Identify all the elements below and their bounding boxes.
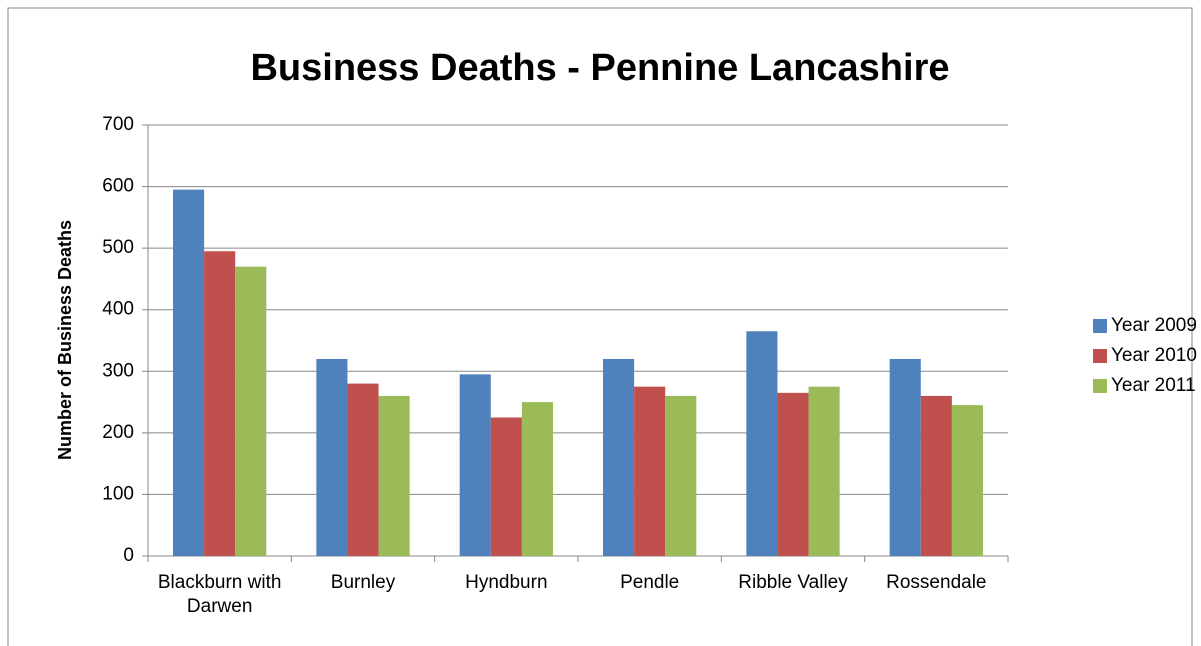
- bar: [459, 374, 491, 556]
- legend-label: Year 2011: [1111, 375, 1196, 396]
- legend-swatch: [1093, 349, 1107, 363]
- y-axis-label: Number of Business Deaths: [55, 220, 75, 460]
- bar: [347, 383, 379, 556]
- x-tick-label: Pendle: [620, 572, 680, 593]
- x-tick-label: Ribble Valley: [738, 572, 848, 593]
- y-tick-label: 200: [102, 422, 134, 443]
- bar: [808, 386, 840, 556]
- bar: [173, 189, 205, 556]
- x-tick-label: Blackburn with Darwen: [157, 572, 282, 617]
- y-tick-label: 700: [102, 114, 134, 135]
- legend-label: Year 2009: [1111, 315, 1197, 336]
- bar: [235, 266, 267, 556]
- y-tick-label: 500: [102, 237, 134, 258]
- bar: [521, 402, 553, 556]
- bar: [889, 358, 921, 556]
- bar: [746, 331, 778, 556]
- bar: [603, 358, 635, 556]
- chart-title: Business Deaths - Pennine Lancashire: [250, 47, 949, 89]
- bar: [490, 417, 522, 556]
- bar: [951, 405, 983, 556]
- bar: [378, 395, 410, 556]
- x-tick-label: Rossendale: [886, 572, 987, 593]
- y-tick-label: 600: [102, 176, 134, 197]
- y-tick-label: 100: [102, 483, 134, 504]
- legend-swatch: [1093, 319, 1107, 333]
- y-tick-label: 400: [102, 299, 134, 320]
- legend-label: Year 2010: [1111, 345, 1197, 366]
- y-tick-label: 0: [123, 545, 134, 566]
- bar: [316, 358, 348, 556]
- x-tick-label: Burnley: [330, 572, 396, 593]
- bar: [204, 251, 236, 556]
- legend-swatch: [1093, 379, 1107, 393]
- bar: [920, 395, 952, 556]
- bar: [634, 386, 666, 556]
- y-tick-label: 300: [102, 360, 134, 381]
- bar: [777, 392, 809, 556]
- x-tick-label: Hyndburn: [465, 572, 548, 593]
- frame: [7, 7, 1193, 646]
- bar: [665, 395, 697, 556]
